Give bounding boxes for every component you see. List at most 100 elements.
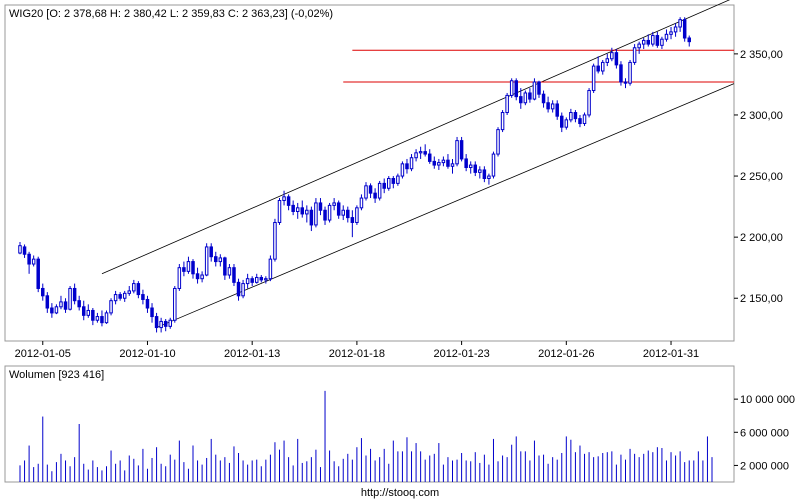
candle (632, 44, 637, 65)
candle (414, 149, 418, 162)
candle (446, 154, 450, 169)
candle-body (678, 19, 682, 28)
candle-body (637, 43, 641, 49)
candle-body (41, 287, 45, 297)
candle-body (159, 320, 163, 329)
candle (241, 279, 245, 299)
source-url-link[interactable]: http://stooq.com (361, 487, 439, 499)
candle (336, 200, 341, 219)
candle (132, 279, 136, 294)
candle-body (505, 94, 509, 114)
candle-body (291, 204, 295, 212)
candle-body (468, 164, 473, 169)
candle (177, 264, 182, 291)
candle-body (45, 295, 50, 309)
candle-body (141, 294, 145, 300)
candle-body (295, 207, 300, 212)
candle (54, 304, 59, 315)
candle (432, 156, 437, 169)
candle (173, 286, 177, 323)
candle-body (560, 115, 564, 128)
candle (113, 290, 118, 305)
candle (537, 80, 541, 98)
candle (409, 154, 414, 172)
price-panel: 2 150,00 2 200,00 2 250,00 2 300,00 2 350,00… (4, 0, 783, 360)
candle (309, 206, 314, 232)
candle (646, 34, 651, 47)
candle-body (177, 267, 182, 289)
candle (77, 295, 81, 311)
candle-body (109, 300, 113, 314)
candle (573, 110, 578, 123)
candle-body (145, 298, 150, 309)
channel-line (101, 0, 731, 275)
candle-body (623, 81, 628, 84)
candle-body (509, 80, 514, 96)
candle (145, 295, 150, 313)
candle-body (391, 177, 396, 184)
candle-body (136, 283, 141, 296)
candle (614, 48, 619, 69)
candle (687, 35, 691, 47)
candle (532, 78, 537, 101)
candle-body (596, 65, 600, 72)
candle (482, 166, 487, 183)
candle (455, 136, 459, 167)
candle-body (241, 283, 245, 297)
candle (50, 303, 54, 318)
candle (560, 112, 564, 133)
candle-body (382, 182, 386, 189)
candle (254, 273, 259, 284)
candle-body (341, 209, 345, 216)
candle (509, 78, 514, 98)
candle-body (236, 281, 241, 297)
volume-y-tick-label: 6 000 000 (740, 427, 789, 439)
candle-body (573, 112, 578, 120)
candle (519, 88, 523, 109)
candle (300, 200, 305, 218)
candle-body (655, 35, 660, 46)
candle (168, 317, 172, 329)
candle-body (537, 81, 541, 95)
candle-body (541, 93, 546, 104)
candle-body (619, 64, 623, 83)
price-y-tick-label: 2 150,00 (740, 293, 783, 305)
candle-body (118, 294, 122, 299)
candle (605, 53, 610, 67)
candle (159, 317, 163, 333)
candle (387, 176, 391, 191)
candle-body (432, 160, 437, 166)
candle-body (100, 316, 104, 324)
candle-body (373, 192, 377, 199)
candle-body (614, 52, 619, 66)
candle (673, 23, 678, 37)
candle (582, 112, 587, 126)
candle-body (550, 103, 555, 110)
price-y-tick-label: 2 200,00 (740, 232, 783, 244)
candle-body (27, 253, 31, 265)
candle (59, 295, 63, 310)
candle (359, 194, 364, 211)
date-x-tick-label: 2012-01-13 (224, 348, 280, 360)
candle-body (660, 38, 664, 46)
candle-body (459, 140, 464, 160)
candle (250, 276, 254, 287)
candle-body (154, 316, 159, 329)
candle (314, 198, 318, 228)
candle-body (22, 246, 27, 255)
candle-body (309, 209, 314, 226)
candle (109, 298, 113, 316)
candle (491, 151, 496, 179)
candle (332, 198, 336, 211)
candle-body (209, 246, 213, 258)
candle-body (163, 320, 168, 327)
candle (227, 264, 232, 279)
candle-body (414, 152, 418, 159)
candle (464, 154, 468, 172)
candle-body (346, 209, 350, 219)
candle-body (36, 258, 40, 289)
candle-body (364, 185, 368, 199)
candle (478, 166, 482, 179)
candle-body (491, 153, 496, 177)
candle-body (214, 256, 218, 263)
